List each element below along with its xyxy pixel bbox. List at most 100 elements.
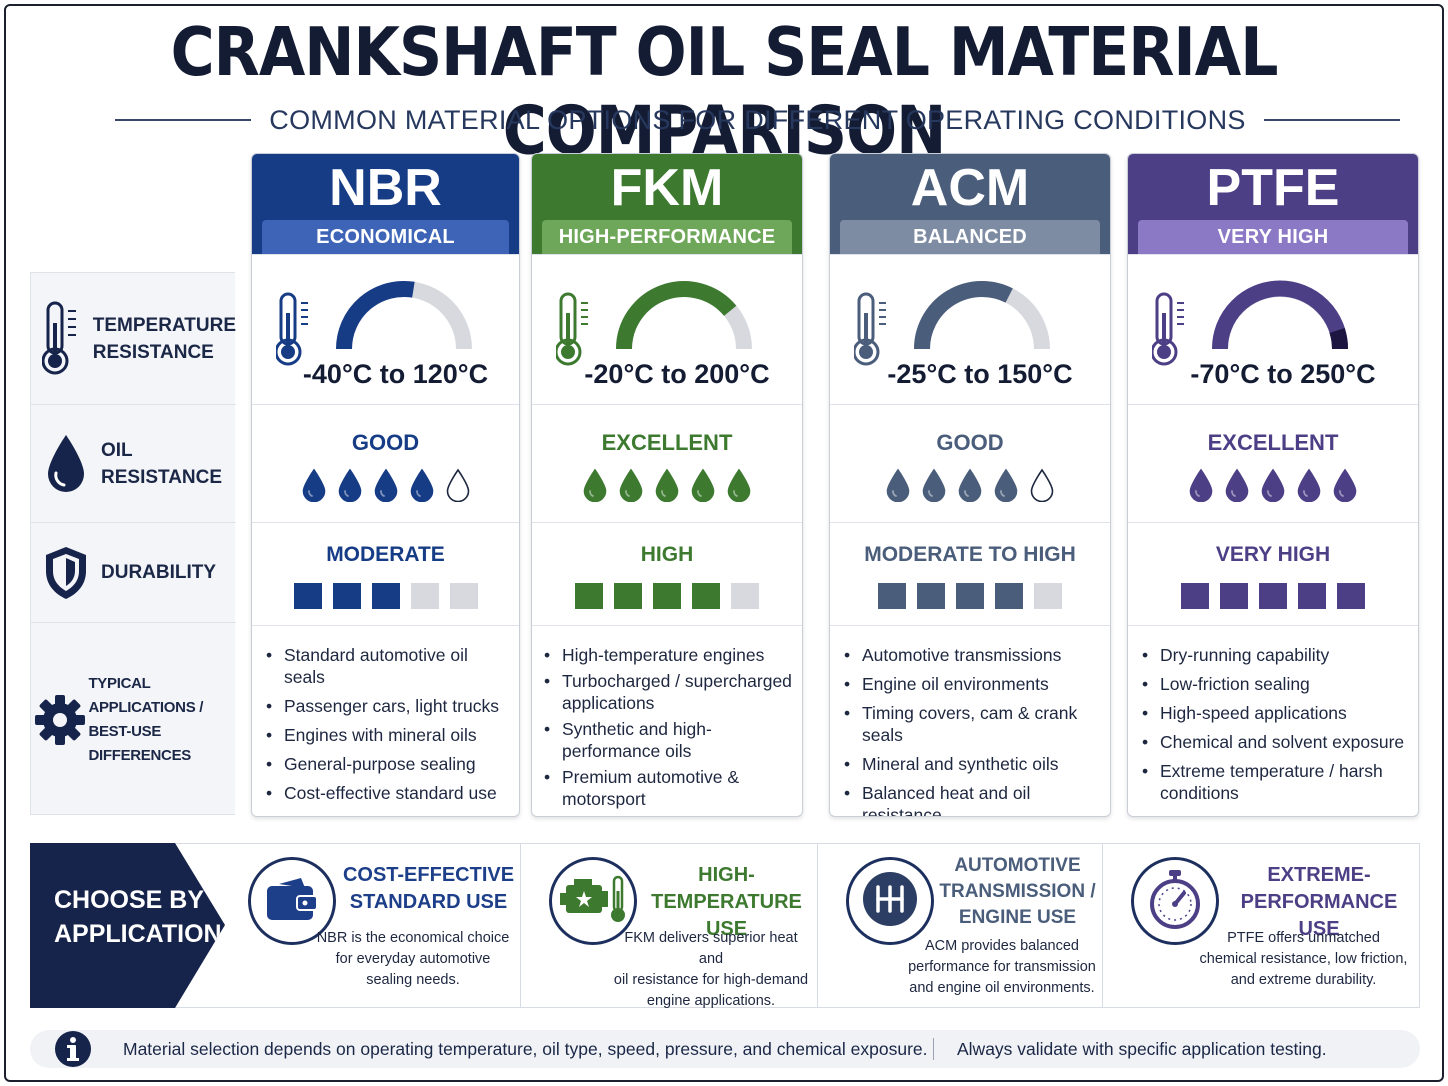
application-item: Cost-effective standard use — [266, 782, 509, 804]
temperature-gauge-svg — [914, 281, 1050, 350]
durability-square-empty — [449, 583, 478, 609]
durability-rating: HIGH — [640, 543, 694, 566]
subtitle-row: COMMON MATERIAL OPTIONS FOR DIFFERENT OP… — [115, 100, 1401, 140]
application-option-title-line: EXTREME-PERFORMANCE — [1240, 864, 1398, 913]
application-option-description-line: ACM provides balanced — [925, 938, 1079, 954]
application-item: Engine oil environments — [844, 673, 1100, 695]
row-label-oil-line2: RESISTANCE — [101, 466, 223, 488]
material-name: PTFE — [1206, 159, 1340, 217]
material-tier-label: HIGH-PERFORMANCE — [542, 220, 792, 254]
applications-cell: Automotive transmissions Engine oil envir… — [830, 625, 1110, 816]
temperature-range: -70°C to 250°C — [1190, 359, 1376, 389]
oil-drop-filled-icon — [1260, 468, 1286, 507]
oil-drop-filled-icon — [1224, 468, 1250, 507]
gear-shifter-icon — [860, 869, 920, 934]
choose-label-line2: APPLICATION — [54, 920, 222, 948]
material-tier-label: VERY HIGH PERFORMANCE — [1138, 220, 1408, 282]
application-item: Extreme temperature / harsh conditions — [1142, 760, 1408, 804]
row-label-durability-text: DURABILITY — [101, 562, 217, 583]
row-label-applications: TYPICAL APPLICATIONS / BEST-USE DIFFEREN… — [31, 623, 236, 816]
oil-resistance-rating: GOOD — [351, 430, 420, 455]
application-item: Chemical and solvent exposure — [1142, 731, 1408, 753]
applications-list: Dry-running capability Low-friction seali… — [1128, 626, 1418, 804]
oil-drop-rating — [532, 468, 802, 507]
temperature-range: -20°C to 200°C — [584, 359, 770, 389]
gauge-fill — [1211, 280, 1348, 350]
application-option-title: AUTOMOTIVE TRANSMISSION / ENGINE USE — [933, 853, 1102, 931]
temperature-cell: -25°C to 150°C — [830, 254, 1110, 404]
thermometer-icon — [274, 291, 312, 374]
oil-resistance-cell: EXCELLENT — [1128, 404, 1418, 522]
durability-square-filled — [293, 583, 322, 609]
temperature-gauge-svg — [616, 281, 752, 350]
durability-level-bar — [830, 583, 1110, 609]
durability-square-filled — [614, 583, 642, 609]
durability-square-filled — [1337, 583, 1365, 609]
oil-drop-filled-icon — [1296, 468, 1322, 507]
row-label-durability: DURABILITY — [31, 523, 236, 623]
material-column-ptfe: PTFE VERY HIGH PERFORMANCE -70°C to 250°C… — [1127, 153, 1419, 817]
oil-drop-filled-icon — [885, 468, 911, 507]
material-name: FKM — [610, 159, 724, 217]
material-column-acm: ACM BALANCED PERFORMANCE -25°C to 150°C GO… — [829, 153, 1111, 817]
application-option-description-line: PTFE offers unmatched — [1227, 930, 1380, 946]
temperature-gauge-svg — [1211, 280, 1349, 350]
application-option-title: COST-EFFECTIVE STANDARD USE — [337, 862, 520, 916]
oil-resistance-cell: EXCELLENT — [532, 404, 802, 522]
application-icon-circle — [549, 857, 637, 945]
durability-level-bar — [1128, 583, 1418, 609]
material-name: NBR — [329, 159, 442, 217]
oil-drop-rating — [830, 468, 1110, 507]
thermometer-icon — [31, 299, 93, 379]
durability-cell: HIGH — [532, 522, 802, 625]
material-name: ACM — [910, 159, 1030, 217]
oil-resistance-cell: GOOD — [830, 404, 1110, 522]
application-option-description-line: FKM delivers superior heat and — [624, 930, 798, 967]
application-option-description-line: performance for transmission — [908, 959, 1096, 975]
engine-thermometer-icon — [558, 871, 628, 932]
temperature-range: -40°C to 120°C — [302, 359, 489, 389]
material-tier-label: ECONOMICAL — [262, 220, 509, 254]
durability-square-filled — [1259, 583, 1287, 609]
applications-list: High-temperature engines Turbocharged / s… — [532, 626, 802, 816]
durability-square-filled — [1298, 583, 1326, 609]
durability-square-empty — [731, 583, 759, 609]
oil-drop-filled-icon — [921, 468, 947, 507]
material-header: PTFE VERY HIGH PERFORMANCE — [1128, 154, 1418, 282]
thermometer-icon — [852, 291, 890, 374]
application-option-description-line: and engine oil environments. — [909, 980, 1095, 996]
footer-note: Material selection depends on operating … — [30, 1030, 1420, 1068]
durability-rating: MODERATE TO HIGH — [864, 543, 1076, 566]
oil-resistance-rating: GOOD — [936, 430, 1004, 455]
durability-square-empty — [1034, 583, 1062, 609]
durability-square-filled — [1181, 583, 1209, 609]
application-option-title-line: TRANSMISSION / — [939, 881, 1096, 902]
row-label-applications-line1: TYPICAL APPLICATIONS / — [88, 674, 204, 716]
application-icon-circle — [248, 857, 336, 945]
application-option-title: HIGH-TEMPERATURE USE — [636, 862, 817, 943]
application-option-2: HIGH-TEMPERATURE USE FKM delivers superior… — [520, 843, 817, 1009]
page-subtitle: COMMON MATERIAL OPTIONS FOR DIFFERENT OP… — [269, 104, 1246, 135]
application-item: Passenger cars, light trucks — [266, 695, 509, 717]
application-option-title: EXTREME-PERFORMANCE USE — [1218, 862, 1420, 943]
thermometer-icon — [554, 291, 592, 374]
application-option-description-line: NBR is the economical choice — [316, 930, 510, 946]
footer-note-text-2: Always validate with specific applicatio… — [957, 1039, 1327, 1059]
temperature-gauge-svg — [336, 281, 472, 350]
application-item: Low-friction sealing — [1142, 673, 1408, 695]
durability-square-filled — [995, 583, 1023, 609]
temperature-cell: -70°C to 250°C — [1128, 254, 1418, 404]
application-item: Engines with mineral oils — [266, 724, 509, 746]
application-option-title-line: AUTOMOTIVE — [954, 855, 1081, 876]
temperature-gauge — [334, 277, 474, 362]
application-icon-circle — [1131, 857, 1219, 945]
oil-drop-filled-icon — [690, 468, 716, 507]
wallet-icon — [265, 876, 319, 927]
material-column-nbr: NBR ECONOMICAL -40°C to 120°C GOOD MODERAT… — [251, 153, 520, 817]
row-labels: TEMPERATURE RESISTANCE OIL RESISTANCE DU… — [30, 272, 236, 816]
info-icon — [54, 1030, 92, 1068]
application-item: Premium automotive & motorsport — [544, 766, 792, 810]
application-option-description-line: oil resistance for high-demand — [613, 972, 809, 988]
application-item: Mineral and synthetic oils — [844, 753, 1100, 775]
oil-drop-filled-icon — [726, 468, 752, 507]
